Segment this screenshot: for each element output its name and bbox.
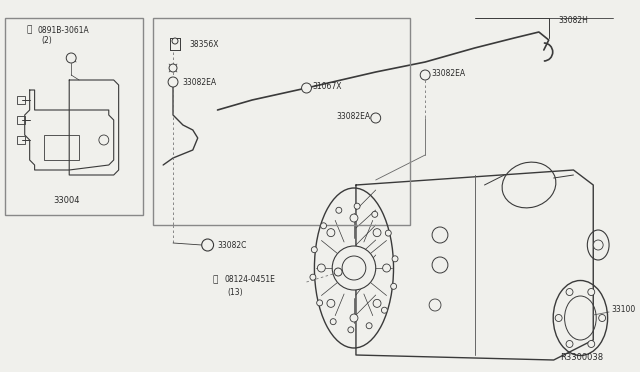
Circle shape bbox=[310, 274, 316, 280]
Circle shape bbox=[588, 340, 595, 347]
Circle shape bbox=[172, 38, 178, 44]
Text: Ⓑ: Ⓑ bbox=[212, 276, 218, 285]
Circle shape bbox=[432, 227, 448, 243]
Circle shape bbox=[330, 319, 336, 325]
Circle shape bbox=[169, 64, 177, 72]
Circle shape bbox=[332, 246, 376, 290]
Circle shape bbox=[381, 307, 387, 313]
Circle shape bbox=[566, 289, 573, 295]
Circle shape bbox=[383, 264, 390, 272]
Circle shape bbox=[372, 211, 378, 217]
Circle shape bbox=[350, 214, 358, 222]
Circle shape bbox=[327, 299, 335, 307]
Circle shape bbox=[432, 257, 448, 273]
Bar bbox=[5, 18, 143, 215]
Circle shape bbox=[366, 323, 372, 329]
Circle shape bbox=[392, 256, 398, 262]
Circle shape bbox=[317, 264, 325, 272]
Circle shape bbox=[566, 340, 573, 347]
Text: 33082EA: 33082EA bbox=[182, 77, 216, 87]
Circle shape bbox=[99, 135, 109, 145]
Text: 31067X: 31067X bbox=[312, 81, 342, 90]
Circle shape bbox=[202, 239, 214, 251]
Circle shape bbox=[348, 327, 354, 333]
Circle shape bbox=[336, 207, 342, 213]
Bar bbox=[17, 96, 25, 104]
Text: 33082H: 33082H bbox=[559, 16, 589, 25]
Text: 33100: 33100 bbox=[611, 305, 636, 314]
Bar bbox=[17, 116, 25, 124]
Text: (2): (2) bbox=[42, 35, 52, 45]
Bar bbox=[153, 18, 410, 225]
Circle shape bbox=[327, 229, 335, 237]
Circle shape bbox=[311, 247, 317, 253]
Text: 0891B-3061A: 0891B-3061A bbox=[38, 26, 90, 35]
Circle shape bbox=[371, 113, 381, 123]
Text: 38356X: 38356X bbox=[190, 39, 220, 48]
Text: 33082C: 33082C bbox=[218, 241, 247, 250]
Circle shape bbox=[593, 240, 603, 250]
Circle shape bbox=[385, 230, 391, 236]
Text: 08124-0451E: 08124-0451E bbox=[225, 276, 275, 285]
Circle shape bbox=[168, 77, 178, 87]
Circle shape bbox=[354, 203, 360, 209]
Circle shape bbox=[588, 289, 595, 295]
Circle shape bbox=[301, 83, 312, 93]
Circle shape bbox=[598, 314, 605, 321]
Circle shape bbox=[420, 70, 430, 80]
Circle shape bbox=[342, 256, 366, 280]
Text: ⓝ: ⓝ bbox=[27, 26, 32, 35]
Circle shape bbox=[373, 229, 381, 237]
Circle shape bbox=[67, 53, 76, 63]
Circle shape bbox=[317, 300, 323, 306]
Text: 33004: 33004 bbox=[53, 196, 79, 205]
Circle shape bbox=[321, 223, 326, 229]
Text: R3300038: R3300038 bbox=[560, 353, 603, 362]
Text: (13): (13) bbox=[227, 288, 243, 296]
Circle shape bbox=[390, 283, 397, 289]
Text: 33082EA: 33082EA bbox=[336, 112, 371, 121]
Bar bbox=[45, 135, 79, 160]
Text: 33082EA: 33082EA bbox=[431, 68, 465, 77]
Circle shape bbox=[350, 314, 358, 322]
Circle shape bbox=[429, 299, 441, 311]
Bar bbox=[17, 136, 25, 144]
Circle shape bbox=[334, 268, 342, 276]
Circle shape bbox=[373, 299, 381, 307]
Circle shape bbox=[555, 314, 562, 321]
